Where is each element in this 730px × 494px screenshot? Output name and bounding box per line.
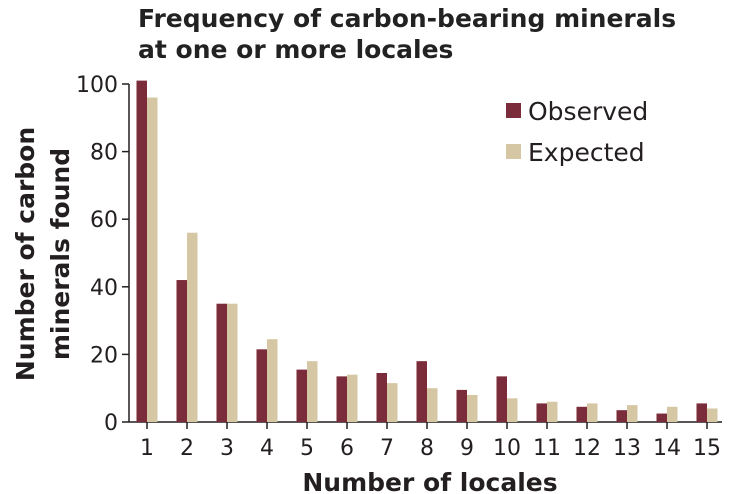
x-tick-label: 13 [613,436,641,461]
bar-observed-3 [216,303,227,422]
chart-title: Frequency of carbon-bearing minerals at … [138,4,676,64]
bar-expected-4 [267,339,278,422]
y-tick-label: 100 [76,73,118,98]
bar-expected-9 [467,394,478,422]
legend-swatch-observed [506,103,521,118]
y-axis-title: Number of carbon minerals found [11,127,75,381]
bar-expected-7 [387,383,398,422]
bar-observed-13 [616,410,627,422]
bar-observed-8 [416,361,427,422]
bar-expected-1 [147,97,158,423]
bar-observed-11 [536,403,547,422]
bar-observed-5 [296,369,307,422]
x-axis-ticks: 1 2 3 4 5 6 7 8 9 10 11 12 13 14 15 [140,422,721,461]
y-tick-label: 20 [90,343,118,368]
x-tick-label: 9 [460,436,474,461]
bar-observed-6 [336,376,347,422]
legend-swatch-expected [506,144,521,159]
bar-observed-10 [496,376,507,422]
bar-expected-8 [427,388,438,422]
y-axis-title-line-1: Number of carbon [11,127,40,381]
bar-expected-13 [627,405,638,422]
bars [136,80,718,423]
bar-observed-14 [656,413,667,422]
bar-expected-14 [667,406,678,422]
bar-expected-15 [707,408,718,422]
x-tick-label: 10 [493,436,521,461]
bar-expected-5 [307,361,318,422]
x-tick-label: 3 [220,436,234,461]
x-tick-label: 11 [533,436,561,461]
bar-observed-2 [176,280,187,422]
x-tick-label: 8 [420,436,434,461]
bar-expected-6 [347,374,358,422]
legend-label-expected: Expected [528,138,645,167]
y-tick-label: 80 [90,141,118,166]
bar-expected-11 [547,401,558,422]
legend-label-observed: Observed [528,97,648,126]
x-tick-label: 14 [653,436,681,461]
x-tick-label: 5 [300,436,314,461]
bar-observed-1 [136,80,147,423]
x-tick-label: 1 [140,436,154,461]
x-axis-title: Number of locales [302,468,557,494]
y-tick-label: 40 [90,276,118,301]
bar-expected-2 [187,232,198,422]
x-tick-label: 6 [340,436,354,461]
y-tick-label: 0 [104,411,118,436]
bar-observed-15 [696,403,707,422]
bar-observed-7 [376,372,387,422]
bar-observed-4 [256,349,267,422]
bar-observed-12 [576,406,587,422]
x-tick-label: 2 [180,436,194,461]
x-tick-label: 4 [260,436,274,461]
bar-observed-9 [456,389,467,422]
x-tick-label: 7 [380,436,394,461]
legend: Observed Expected [506,97,648,167]
bar-expected-12 [587,403,598,422]
chart-title-line-2: at one or more locales [138,35,453,64]
y-tick-label: 60 [90,208,118,233]
chart-title-line-1: Frequency of carbon-bearing minerals [138,4,676,33]
x-tick-label: 15 [693,436,721,461]
y-axis-ticks: 0 20 40 60 80 100 [76,73,129,436]
y-axis-title-line-2: minerals found [46,148,75,360]
bar-expected-10 [507,398,518,422]
x-tick-label: 12 [573,436,601,461]
bar-expected-3 [227,303,238,422]
